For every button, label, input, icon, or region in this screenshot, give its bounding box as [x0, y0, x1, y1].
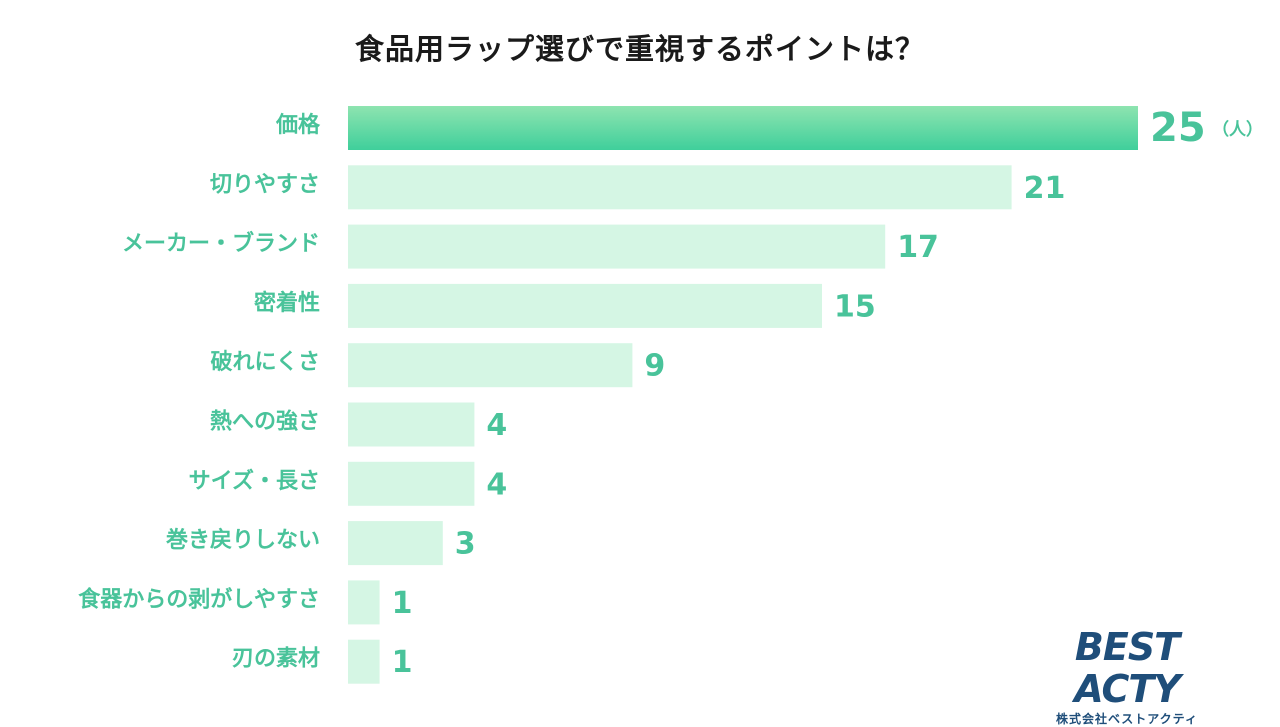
bar — [348, 343, 633, 388]
bar — [348, 461, 475, 506]
category-label: 熱への強さ — [210, 409, 320, 435]
value-label: 4 — [486, 467, 507, 502]
category-label: 切りやすさ — [210, 172, 320, 197]
logo-main-text: BEST ACTY — [1074, 625, 1181, 711]
bar — [348, 402, 475, 447]
value-label: 15 — [834, 289, 876, 324]
bar — [348, 106, 1138, 150]
bar — [348, 283, 822, 328]
bar — [348, 639, 380, 684]
category-label: 巻き戻りしない — [166, 527, 320, 553]
value-label: 4 — [486, 408, 507, 443]
category-label: 密着性 — [254, 290, 320, 316]
bar — [348, 165, 1012, 210]
category-label: 破れにくさ — [210, 349, 320, 375]
category-label: 価格 — [275, 112, 321, 138]
chart-title: 食品用ラップ選びで重視するポイントは？ — [354, 32, 925, 66]
value-label: 3 — [455, 527, 476, 562]
company-logo: BEST ACTY 株式会社ベストアクティ — [1032, 626, 1222, 727]
bar — [348, 224, 886, 269]
bar — [348, 580, 380, 625]
value-label: 1 — [392, 586, 413, 621]
value-label: 1 — [392, 645, 413, 680]
logo-sub-text: 株式会社ベストアクティ — [1056, 712, 1198, 726]
category-label: 食器からの剥がしやすさ — [78, 586, 320, 612]
value-label: 9 — [644, 349, 665, 384]
value-label: 25 — [1150, 105, 1206, 151]
category-label: メーカー・ブランド — [122, 231, 320, 257]
value-label: 17 — [897, 230, 939, 265]
value-label: 21 — [1024, 171, 1066, 206]
category-label: サイズ・長さ — [189, 468, 320, 494]
unit-label: （人） — [1212, 119, 1263, 140]
category-label: 刃の素材 — [232, 646, 320, 672]
bar — [348, 521, 443, 566]
